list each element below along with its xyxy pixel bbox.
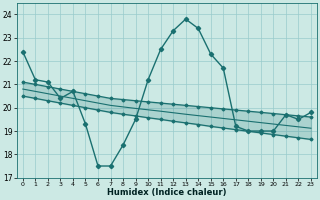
X-axis label: Humidex (Indice chaleur): Humidex (Indice chaleur) [107,188,227,197]
